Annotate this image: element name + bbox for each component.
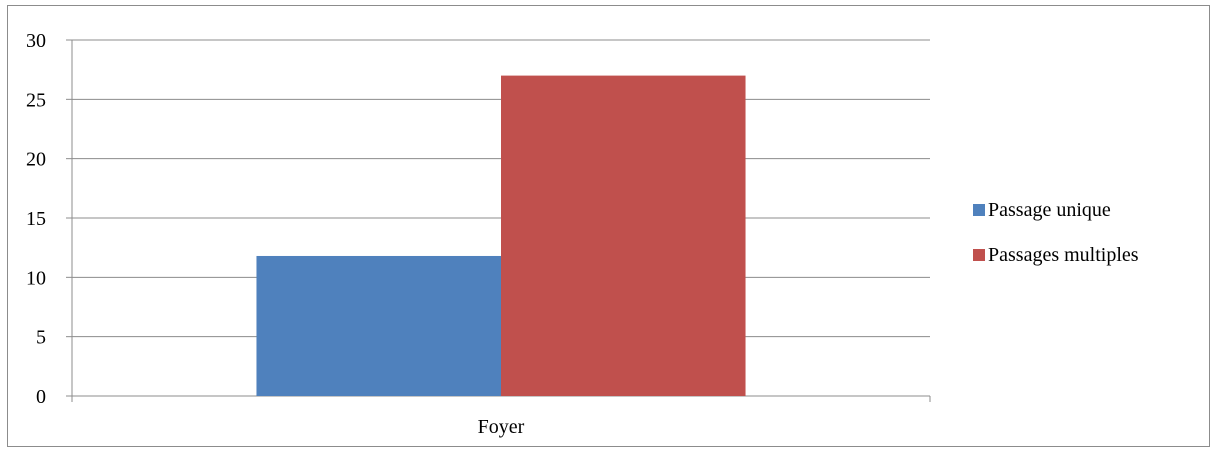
y-tick-label-15: 15 — [26, 208, 46, 230]
legend-label-passages-multiples: Passages multiples — [988, 244, 1139, 266]
y-tick-label-25: 25 — [26, 89, 46, 111]
bar-passages-multiples[interactable] — [501, 75, 746, 396]
y-tick-label-5: 5 — [36, 327, 46, 349]
legend-label-passage-unique: Passage unique — [988, 199, 1111, 221]
bar-passage-unique[interactable] — [256, 255, 501, 396]
legend-swatch-passage-unique — [973, 204, 985, 216]
y-tick-label-20: 20 — [26, 149, 46, 171]
legend-swatch-passages-multiples — [973, 249, 985, 261]
y-tick-label-10: 10 — [26, 267, 46, 289]
y-tick-label-30: 30 — [26, 30, 46, 52]
x-tick-label-foyer: Foyer — [478, 416, 525, 438]
y-tick-label-0: 0 — [36, 386, 46, 408]
